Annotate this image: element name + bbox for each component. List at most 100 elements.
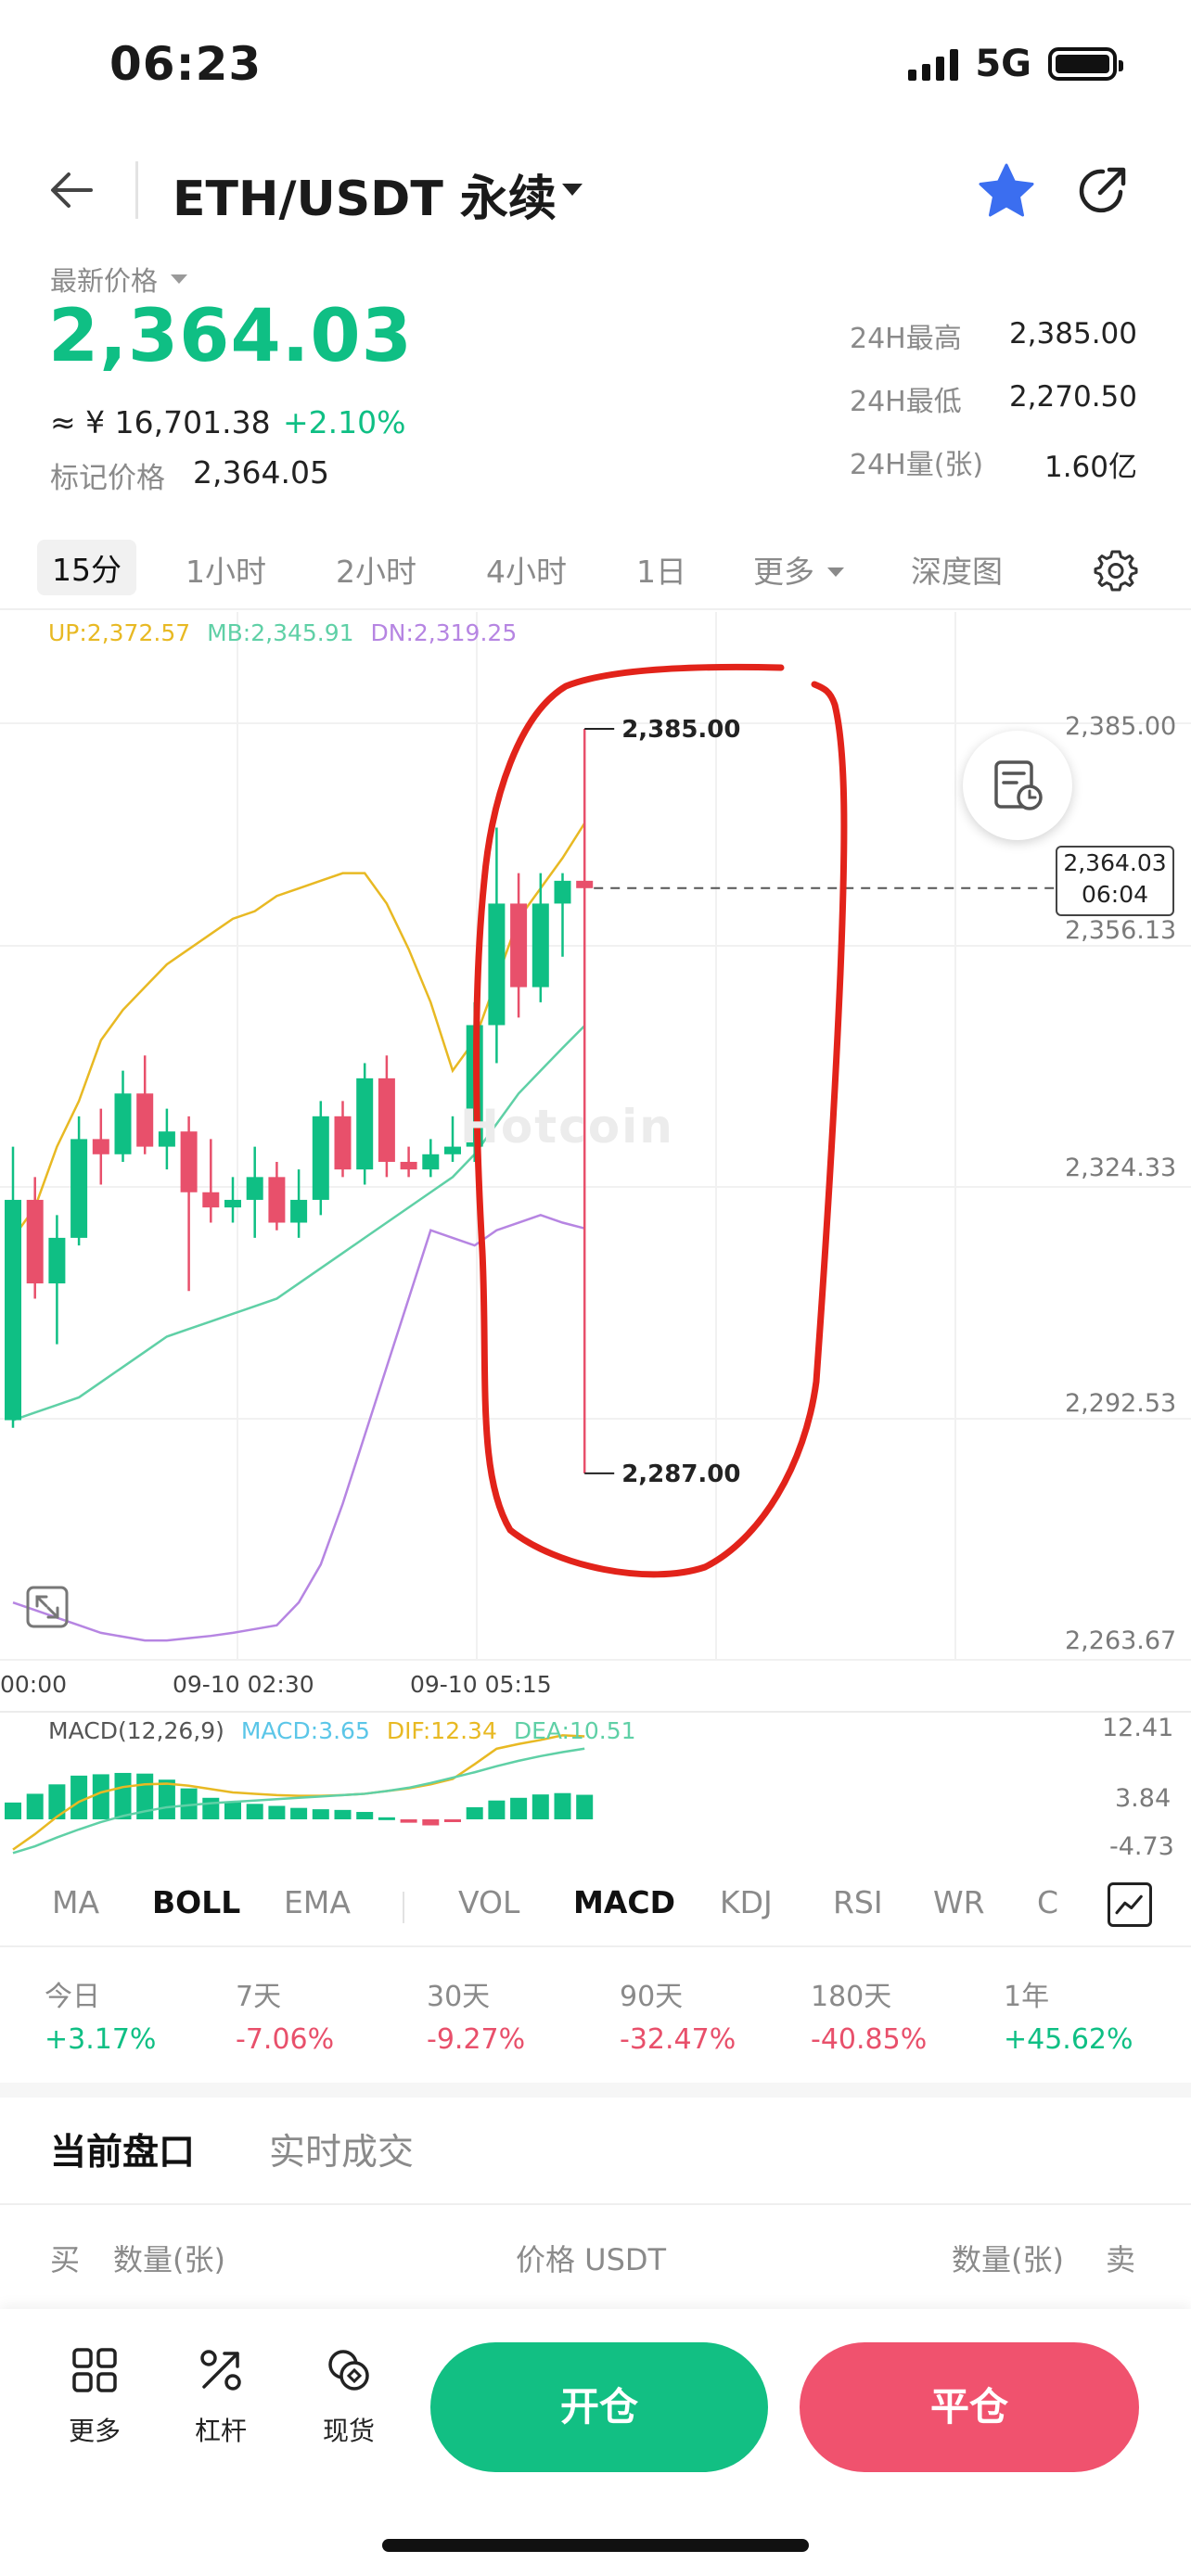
nav-spot[interactable]: 现货 [302,2344,395,2448]
tab-4h[interactable]: 4小时 [486,554,567,590]
macd-histogram-bar [202,1797,220,1819]
tab-depth[interactable]: 深度图 [911,554,1003,590]
orderbook-price-label: 价格 USDT [516,2242,667,2277]
candle-bearish [92,1108,109,1185]
indicator-vol[interactable]: VOL [458,1884,520,1920]
timeframe-bar: 15分 1小时 2小时 4小时 1日 更多 深度图 [0,538,1191,603]
orderbook-divider [0,2203,1191,2205]
price-cny: ≈ ¥ 16,701.38 [50,404,271,440]
stat-volume-label: 24H量(张) [850,449,984,481]
candle-bullish [531,873,549,1002]
price-change: +2.10% [283,404,406,440]
candle-body [488,903,506,1026]
open-position-button[interactable]: 开仓 [430,2342,768,2472]
latest-price-label[interactable]: 最新价格 [50,265,159,297]
candle-body [290,1199,308,1223]
indicator-ma[interactable]: MA [52,1884,100,1920]
tab-2h[interactable]: 2小时 [336,554,416,590]
indicator-ema[interactable]: EMA [284,1884,351,1920]
boll-legend: UP:2,372.57 MB:2,345.91 DN:2,319.25 [48,619,517,646]
orderbook-buy-label: 买 [50,2242,81,2277]
share-icon[interactable] [1074,161,1132,219]
candle-bearish [378,1055,395,1178]
stat-low-label: 24H最低 [850,386,962,418]
perf-value: -40.85% [811,2023,928,2056]
nav-more[interactable]: 更多 [48,2344,141,2448]
candle-body [422,1154,440,1170]
candle-body [202,1192,220,1208]
back-arrow-icon[interactable] [45,163,98,217]
perf-value: +45.62% [1004,2023,1133,2056]
orderbook-qty-right: 数量(张) [952,2242,1064,2277]
indicator-boll[interactable]: BOLL [152,1884,241,1920]
candle-bullish [554,873,571,957]
indicator-divider [0,1945,1191,1947]
time-axis-label: 00:00 [0,1671,68,1698]
network-type: 5G [975,43,1031,85]
home-indicator [382,2539,809,2552]
latest-price-dropdown-icon[interactable] [171,274,187,284]
indicator-wr[interactable]: WR [933,1884,985,1920]
indicator-rsi[interactable]: RSI [833,1884,883,1920]
macd-value: MACD:3.65 [240,1717,370,1744]
annotation-circle [473,663,848,1578]
spot-coins-icon [328,2350,369,2391]
macd-axis-label: 3.84 [1115,1784,1172,1813]
candle-body [444,1146,461,1154]
perf-value: -7.06% [236,2023,335,2056]
tab-orderbook[interactable]: 当前盘口 [50,2132,196,2174]
settings-gear-icon[interactable] [1093,547,1139,593]
indicator-more[interactable]: C [1037,1884,1059,1920]
perf-value: -32.47% [620,2023,736,2056]
candle-body [48,1237,66,1284]
perf-item: 7天 -7.06% [236,1973,334,2056]
macd-histogram-bar [224,1802,241,1819]
tab-1d[interactable]: 1日 [636,554,686,590]
perf-item: 180天 -40.85% [811,1973,927,2056]
status-bar: 06:23 5G [0,0,1191,130]
macd-histogram-bar [576,1794,594,1819]
candle-bullish [488,827,506,1064]
indicator-kdj[interactable]: KDJ [720,1884,773,1920]
order-history-button[interactable] [963,731,1072,840]
kline-chart[interactable]: 2,385.00 2,287.00 [0,603,1191,1864]
macd-histogram-bar [488,1800,506,1819]
nav-leverage-label: 杠杆 [194,2416,247,2446]
pair-title[interactable]: ETH/USDT 永续 [173,172,557,227]
macd-histogram-bar [180,1788,198,1819]
grid-icon [72,2348,117,2392]
macd-histogram-bar [5,1802,21,1819]
perf-label: 7天 [236,1981,282,2013]
candle-bullish [444,1116,461,1162]
candle-bullish [246,1146,263,1238]
boll-lower-line [12,1213,585,1642]
indicator-settings-icon[interactable] [1108,1882,1152,1927]
indicator-macd[interactable]: MACD [573,1884,675,1920]
price-axis-label: 2,324.33 [1065,1154,1177,1182]
tab-trades[interactable]: 实时成交 [269,2132,415,2174]
candle-body [70,1139,88,1238]
macd-histogram-bar [554,1792,571,1819]
fullscreen-icon[interactable] [26,1586,69,1628]
pair-dropdown-icon[interactable] [562,184,583,196]
perf-item: 今日 +3.17% [45,1973,156,2056]
candle-bearish [136,1055,154,1154]
candle-bullish [70,1116,88,1246]
favorite-star-icon[interactable] [976,161,1037,223]
nav-leverage[interactable]: 杠杆 [174,2344,267,2448]
signal-icon [908,47,959,81]
more-caret-icon[interactable] [827,567,844,577]
candle-bullish [158,1108,175,1170]
bottom-action-bar: 更多 杠杆 现货 开仓 平仓 [0,2309,1191,2576]
tab-1h[interactable]: 1小时 [186,554,266,590]
macd-histogram-bar [158,1779,175,1819]
macd-histogram-bar [48,1784,66,1819]
close-position-button[interactable]: 平仓 [800,2342,1139,2472]
perf-item: 30天 -9.27% [427,1973,525,2056]
macd-histogram-bar [422,1819,440,1826]
low-marker-label: 2,287.00 [621,1460,740,1488]
tab-15m[interactable]: 15分 [37,540,136,595]
mark-price-label: 标记价格 [50,462,165,495]
tab-more[interactable]: 更多 [753,554,814,590]
stat-high-label: 24H最高 [850,323,962,355]
